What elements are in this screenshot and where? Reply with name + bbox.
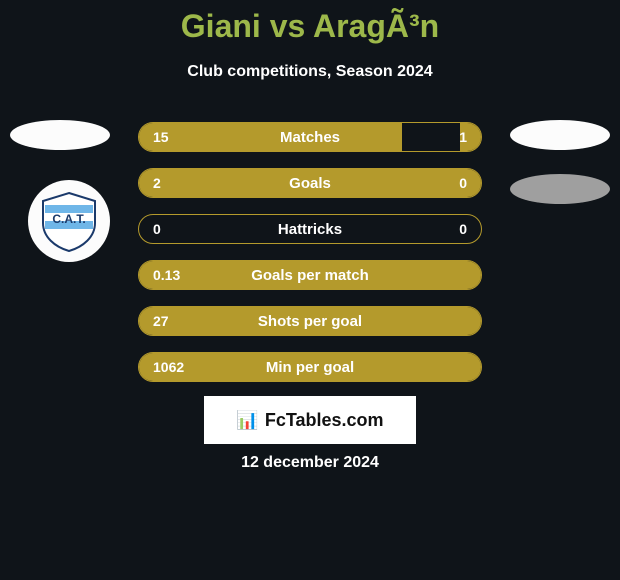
player-right-badge-1 [510,120,610,150]
page-subtitle: Club competitions, Season 2024 [0,63,620,81]
date-label: 12 december 2024 [0,454,620,472]
club-shield-icon: C.A.T. [37,189,101,253]
stat-value-left: 2 [153,169,161,197]
brand-text: FcTables.com [265,410,384,431]
stat-label: Goals per match [139,261,481,289]
stat-value-right: 1 [459,123,467,151]
stat-value-left: 27 [153,307,169,335]
stat-row: Hattricks0 0 [138,214,482,244]
brand-chart-icon: 📊 [236,410,258,431]
stat-row: Goals per match0.13 [138,260,482,290]
player-left-club-logo: C.A.T. [28,180,110,262]
brand-box: 📊 FcTables.com [204,396,416,444]
stat-label: Shots per goal [139,307,481,335]
stat-row: Matches15 1 [138,122,482,152]
stats-bars: Matches151Goals20Hattricks00Goals per ma… [138,122,482,398]
player-left-badge-1 [10,120,110,150]
player-right-badge-2 [510,174,610,204]
stat-row: Shots per goal27 [138,306,482,336]
page-title: Giani vs AragÃ³n [0,0,620,45]
stat-value-right: 0 [459,169,467,197]
comparison-card: Giani vs AragÃ³n Club competitions, Seas… [0,0,620,580]
stat-label: Min per goal [139,353,481,381]
stat-label: Matches [139,123,481,151]
stat-value-left: 0 [153,215,161,243]
stat-row: Min per goal1062 [138,352,482,382]
stat-label: Hattricks [139,215,481,243]
stat-label: Goals [139,169,481,197]
stat-value-left: 15 [153,123,169,151]
stat-value-right: 0 [459,215,467,243]
stat-value-left: 1062 [153,353,184,381]
svg-text:C.A.T.: C.A.T. [52,212,85,226]
stat-value-left: 0.13 [153,261,180,289]
stat-row: Goals2 0 [138,168,482,198]
